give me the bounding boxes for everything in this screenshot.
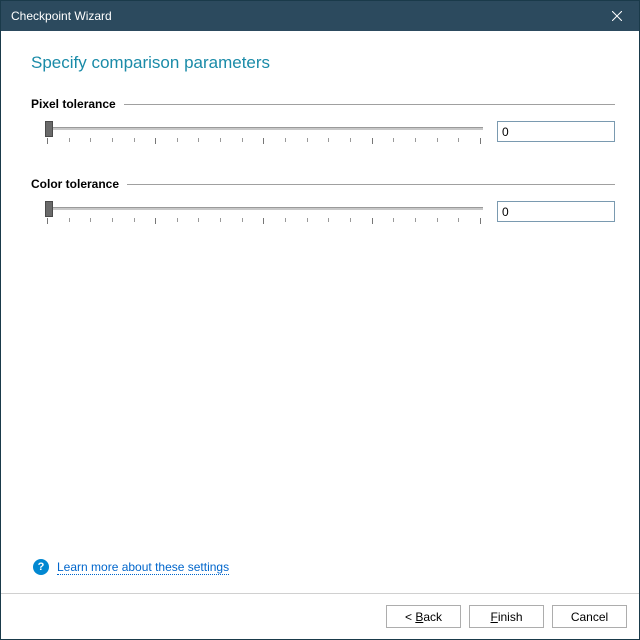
slider-ticks	[47, 138, 481, 144]
titlebar: Checkpoint Wizard	[1, 1, 639, 31]
spacer	[31, 257, 615, 559]
pixel-tolerance-slider[interactable]	[45, 121, 483, 149]
group-header: Color tolerance	[31, 177, 615, 191]
slider-ticks	[47, 218, 481, 224]
divider	[127, 184, 615, 185]
color-tolerance-label: Color tolerance	[31, 177, 119, 191]
page-title: Specify comparison parameters	[31, 53, 615, 73]
close-button[interactable]	[594, 1, 639, 31]
content-area: Specify comparison parameters Pixel tole…	[1, 31, 639, 593]
group-header: Pixel tolerance	[31, 97, 615, 111]
wizard-window: Checkpoint Wizard Specify comparison par…	[0, 0, 640, 640]
help-row: ? Learn more about these settings	[33, 559, 615, 575]
color-tolerance-group: Color tolerance	[31, 177, 615, 229]
divider	[124, 104, 615, 105]
window-title: Checkpoint Wizard	[11, 9, 594, 23]
slider-track	[45, 127, 483, 130]
back-button[interactable]: < Back	[386, 605, 461, 628]
slider-thumb[interactable]	[45, 121, 53, 137]
cancel-button[interactable]: Cancel	[552, 605, 627, 628]
color-tolerance-input[interactable]	[497, 201, 615, 222]
pixel-tolerance-label: Pixel tolerance	[31, 97, 116, 111]
slider-track	[45, 207, 483, 210]
color-tolerance-slider[interactable]	[45, 201, 483, 229]
footer: < Back Finish Cancel	[1, 593, 639, 639]
slider-thumb[interactable]	[45, 201, 53, 217]
group-body	[31, 201, 615, 229]
close-icon	[612, 11, 622, 21]
finish-button[interactable]: Finish	[469, 605, 544, 628]
group-body	[31, 121, 615, 149]
pixel-tolerance-input[interactable]	[497, 121, 615, 142]
learn-more-link[interactable]: Learn more about these settings	[57, 560, 229, 575]
pixel-tolerance-group: Pixel tolerance	[31, 97, 615, 149]
help-icon: ?	[33, 559, 49, 575]
